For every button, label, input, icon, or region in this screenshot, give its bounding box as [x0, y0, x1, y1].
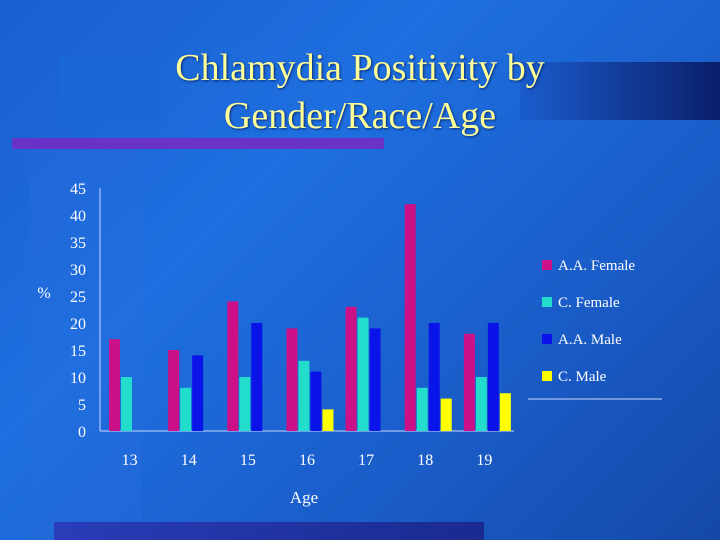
legend-swatch	[542, 297, 552, 307]
bar-c-female-18	[416, 387, 428, 431]
bar-a-a-female-19	[463, 333, 475, 431]
y-tick-label: 35	[70, 235, 86, 252]
y-tick-label: 40	[70, 208, 86, 225]
bar-a-a-female-14	[168, 350, 180, 431]
legend-swatch	[542, 371, 552, 381]
y-tick-label: 25	[70, 289, 86, 306]
decor-square-top-left	[60, 56, 160, 122]
decor-dark-band-top-right	[520, 62, 720, 120]
x-tick-label: 14	[181, 452, 197, 469]
bar-c-female-16	[298, 360, 310, 431]
bar-a-a-female-15	[227, 301, 239, 431]
x-tick-label: 13	[122, 452, 138, 469]
bar-c-female-14	[180, 387, 192, 431]
legend-swatch	[542, 334, 552, 344]
decor-side-panel	[30, 150, 142, 540]
bar-a-a-male-17	[369, 328, 381, 431]
legend-label: A.A. Female	[558, 258, 635, 274]
title-line-1: Chlamydia Positivity by	[175, 47, 545, 89]
bar-c-female-15	[239, 377, 251, 431]
decor-purple-underline	[12, 138, 384, 149]
bar-c-female-17	[357, 317, 369, 431]
y-tick-label: 45	[70, 181, 86, 198]
bar-a-a-male-15	[251, 323, 263, 431]
bar-a-a-male-16	[310, 371, 322, 431]
title-line-2: Gender/Race/Age	[223, 95, 497, 137]
y-tick-label: 30	[70, 262, 86, 279]
y-tick-label: 10	[70, 370, 86, 387]
decor-bottom-bar	[54, 522, 484, 540]
x-tick-label: 18	[417, 452, 433, 469]
x-tick-label: 19	[476, 452, 492, 469]
bars	[109, 204, 511, 431]
x-tick-labels: 13 14 15 16 17 18 19	[122, 452, 493, 469]
x-axis-label: Age	[290, 488, 318, 507]
bar-a-a-male-14	[192, 355, 204, 431]
legend-label: C. Female	[558, 295, 620, 311]
bar-c-male-19	[499, 393, 511, 431]
bar-c-female-19	[475, 377, 487, 431]
y-tick-labels: 0 5 10 15 20 25 30 35 40 45	[70, 181, 86, 441]
y-tick-label: 20	[70, 316, 86, 333]
legend-swatch	[542, 260, 552, 270]
bar-a-a-male-18	[428, 323, 440, 431]
legend: A.A. Female C. Female A.A. Male C. Male	[528, 258, 662, 400]
slide-title: Chlamydia Positivity by Gender/Race/Age	[60, 44, 660, 140]
legend-label: A.A. Male	[558, 332, 622, 348]
y-axis-label: %	[37, 285, 50, 302]
y-tick-label: 5	[78, 397, 86, 414]
y-tick-label: 15	[70, 343, 86, 360]
bar-c-male-16	[322, 409, 334, 431]
bar-c-male-18	[440, 398, 452, 431]
x-tick-label: 16	[299, 452, 315, 469]
bar-a-a-female-13	[109, 339, 120, 431]
bar-a-a-female-16	[286, 328, 298, 431]
bar-a-a-male-19	[487, 323, 499, 431]
x-tick-label: 17	[358, 452, 374, 469]
bar-c-female-13	[121, 377, 132, 431]
legend-label: C. Male	[558, 369, 607, 385]
bar-a-a-female-18	[404, 204, 416, 431]
bar-a-a-female-17	[345, 306, 357, 431]
y-tick-label: 0	[78, 424, 86, 441]
x-tick-label: 15	[240, 452, 256, 469]
